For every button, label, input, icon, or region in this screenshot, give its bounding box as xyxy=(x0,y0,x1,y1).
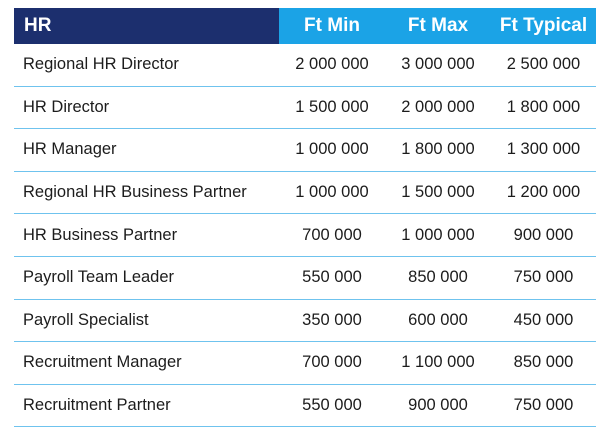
table-row: Regional HR Director 2 000 000 3 000 000 2 … xyxy=(14,44,596,87)
ft-max-cell: 850 000 xyxy=(408,268,468,287)
ft-typical-cell: 450 000 xyxy=(513,310,574,329)
ft-min-cell: 700 000 xyxy=(302,225,362,244)
role-cell: HR Business Partner xyxy=(23,225,178,244)
ft-min-cell: 550 000 xyxy=(302,268,362,287)
ft-max-cell: 3 000 000 xyxy=(401,55,475,74)
role-cell: Payroll Specialist xyxy=(23,310,149,329)
table-row: Recruitment Manager 700 000 1 100 000 850 0… xyxy=(14,342,596,385)
ft-typical-cell: 750 000 xyxy=(513,396,574,415)
role-cell: HR Director xyxy=(23,97,110,116)
header-ft-max: Ft Max xyxy=(385,8,491,44)
table-row: Payroll Team Leader 550 000 850 000 750 000 xyxy=(14,257,596,300)
role-cell: Regional HR Director xyxy=(23,55,179,74)
ft-min-cell: 550 000 xyxy=(302,396,362,415)
table-body: Regional HR Director 2 000 000 3 000 000 2 … xyxy=(14,44,596,428)
table-row: HR Director 1 500 000 2 000 000 1 800 000 xyxy=(14,87,596,130)
ft-max-cell: 1 000 000 xyxy=(401,225,475,244)
ft-max-cell: 1 100 000 xyxy=(401,353,475,372)
ft-min-cell: 350 000 xyxy=(302,310,362,329)
ft-typical-cell: 2 500 000 xyxy=(506,55,581,74)
table-row: Recruitment Partner 550 000 900 000 750 000 xyxy=(14,385,596,428)
header-hr: HR xyxy=(14,8,279,44)
ft-min-cell: 1 000 000 xyxy=(295,183,369,202)
ft-min-cell: 1 500 000 xyxy=(295,97,369,116)
table-header: HR Ft Min Ft Max Ft Typical xyxy=(14,8,596,44)
ft-min-cell: 700 000 xyxy=(302,353,362,372)
role-cell: Regional HR Business Partner xyxy=(23,183,247,202)
ft-min-cell: 1 000 000 xyxy=(295,140,369,159)
table-row: HR Manager 1 000 000 1 800 000 1 300 000 xyxy=(14,129,596,172)
header-ft-min: Ft Min xyxy=(279,8,385,44)
role-cell: Recruitment Manager xyxy=(23,353,182,372)
ft-max-cell: 1 500 000 xyxy=(401,183,475,202)
role-cell: HR Manager xyxy=(23,140,117,159)
ft-max-cell: 900 000 xyxy=(408,396,468,415)
ft-max-cell: 2 000 000 xyxy=(401,97,475,116)
role-cell: Payroll Team Leader xyxy=(23,268,175,287)
ft-min-cell: 2 000 000 xyxy=(295,55,369,74)
salary-table: HR Ft Min Ft Max Ft Typical Regional HR … xyxy=(14,8,596,428)
ft-typical-cell: 1 200 000 xyxy=(506,183,581,202)
table-row: Regional HR Business Partner 1 000 000 1 5… xyxy=(14,172,596,215)
ft-typical-cell: 1 300 000 xyxy=(506,140,581,159)
ft-typical-cell: 750 000 xyxy=(513,268,574,287)
role-cell: Recruitment Partner xyxy=(23,396,171,415)
ft-max-cell: 600 000 xyxy=(408,310,468,329)
ft-typical-cell: 1 800 000 xyxy=(506,97,581,116)
ft-typical-cell: 850 000 xyxy=(513,353,574,372)
ft-typical-cell: 900 000 xyxy=(513,225,574,244)
table-row: HR Business Partner 700 000 1 000 000 900 0… xyxy=(14,214,596,257)
header-ft-typical: Ft Typical xyxy=(491,8,596,44)
table-row: Payroll Specialist 350 000 600 000 450 000 xyxy=(14,300,596,343)
ft-max-cell: 1 800 000 xyxy=(401,140,475,159)
